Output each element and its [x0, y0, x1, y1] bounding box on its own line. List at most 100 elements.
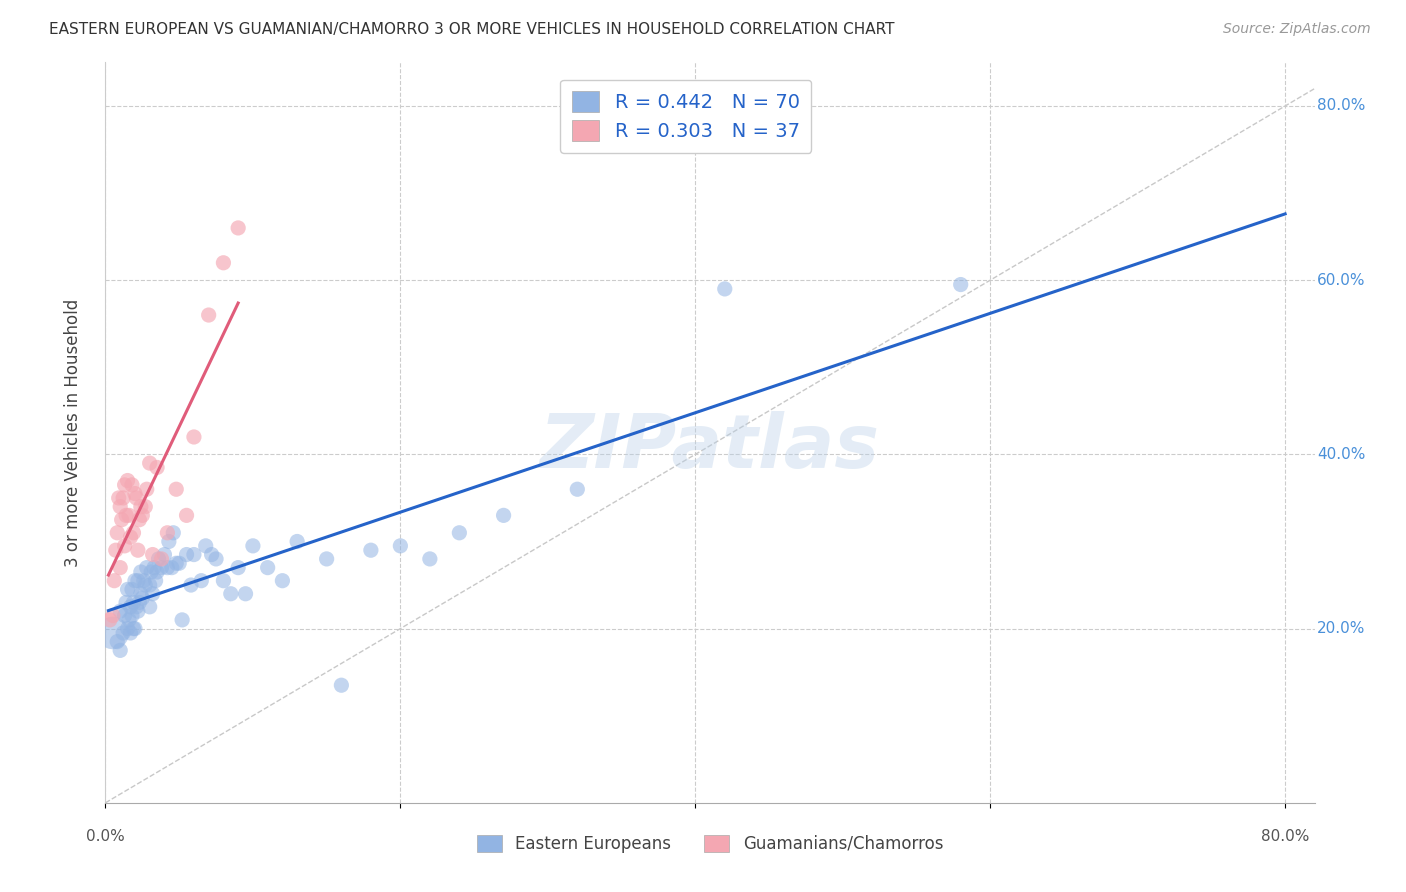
Point — [98, 613, 121, 627]
Text: 60.0%: 60.0% — [1317, 273, 1365, 288]
Point — [271, 574, 294, 588]
Point — [235, 587, 257, 601]
Point — [108, 604, 131, 618]
Point — [197, 308, 219, 322]
Point — [194, 539, 217, 553]
Point — [150, 552, 173, 566]
Point — [135, 482, 157, 496]
Text: 40.0%: 40.0% — [1317, 447, 1365, 462]
Point — [112, 491, 135, 505]
Point — [120, 599, 142, 614]
Point — [107, 491, 129, 505]
Point — [129, 500, 152, 514]
Point — [117, 474, 139, 488]
Point — [142, 548, 165, 562]
Legend: Eastern Europeans, Guamanians/Chamorros: Eastern Europeans, Guamanians/Chamorros — [468, 826, 952, 861]
Point — [201, 548, 224, 562]
Point — [115, 508, 138, 523]
Point — [142, 587, 165, 601]
Point — [129, 587, 152, 601]
Point — [101, 626, 124, 640]
Point — [122, 595, 145, 609]
Point — [176, 548, 198, 562]
Point — [115, 595, 138, 609]
Point — [138, 456, 160, 470]
Point — [219, 587, 242, 601]
Point — [176, 508, 198, 523]
Point — [127, 543, 149, 558]
Text: 20.0%: 20.0% — [1317, 621, 1365, 636]
Point — [105, 525, 128, 540]
Point — [117, 622, 139, 636]
Point — [492, 508, 515, 523]
Point — [118, 613, 141, 627]
Point — [567, 482, 589, 496]
Point — [125, 491, 148, 505]
Point — [105, 634, 128, 648]
Point — [226, 560, 249, 574]
Text: 0.0%: 0.0% — [86, 829, 125, 844]
Point — [242, 539, 264, 553]
Point — [419, 552, 441, 566]
Point — [114, 608, 136, 623]
Point — [141, 565, 163, 579]
Point — [949, 277, 972, 292]
Point — [145, 574, 167, 588]
Point — [713, 282, 735, 296]
Point — [112, 626, 135, 640]
Text: 80.0%: 80.0% — [1317, 98, 1365, 113]
Point — [165, 482, 187, 496]
Point — [212, 574, 235, 588]
Point — [143, 560, 166, 574]
Point — [146, 460, 169, 475]
Point — [120, 626, 142, 640]
Point — [172, 613, 194, 627]
Point — [121, 478, 143, 492]
Point — [389, 539, 412, 553]
Point — [148, 552, 170, 566]
Point — [114, 478, 136, 492]
Point — [183, 548, 205, 562]
Text: Source: ZipAtlas.com: Source: ZipAtlas.com — [1223, 22, 1371, 37]
Point — [127, 574, 149, 588]
Point — [160, 560, 183, 574]
Point — [125, 599, 148, 614]
Point — [315, 552, 337, 566]
Point — [165, 556, 187, 570]
Point — [156, 525, 179, 540]
Point — [128, 513, 150, 527]
Point — [128, 595, 150, 609]
Point — [132, 574, 155, 588]
Point — [108, 560, 131, 574]
Point — [150, 560, 173, 574]
Point — [146, 565, 169, 579]
Point — [157, 534, 180, 549]
Point — [134, 500, 156, 514]
Point — [190, 574, 212, 588]
Point — [117, 582, 139, 597]
Point — [135, 560, 157, 574]
Point — [138, 578, 160, 592]
Point — [180, 578, 202, 592]
Point — [205, 552, 228, 566]
Point — [138, 599, 160, 614]
Point — [212, 256, 235, 270]
Point — [124, 622, 146, 636]
Point — [127, 604, 149, 618]
Point — [114, 539, 136, 553]
Point — [131, 591, 153, 606]
Point — [118, 508, 141, 523]
Point — [256, 560, 278, 574]
Point — [122, 525, 145, 540]
Point — [134, 578, 156, 592]
Point — [131, 508, 153, 523]
Point — [330, 678, 353, 692]
Text: ZIPatlas: ZIPatlas — [540, 411, 880, 484]
Text: EASTERN EUROPEAN VS GUAMANIAN/CHAMORRO 3 OR MORE VEHICLES IN HOUSEHOLD CORRELATI: EASTERN EUROPEAN VS GUAMANIAN/CHAMORRO 3… — [49, 22, 894, 37]
Point — [103, 574, 125, 588]
Point — [111, 513, 134, 527]
Point — [122, 622, 145, 636]
Point — [360, 543, 382, 558]
Point — [167, 556, 190, 570]
Point — [162, 525, 184, 540]
